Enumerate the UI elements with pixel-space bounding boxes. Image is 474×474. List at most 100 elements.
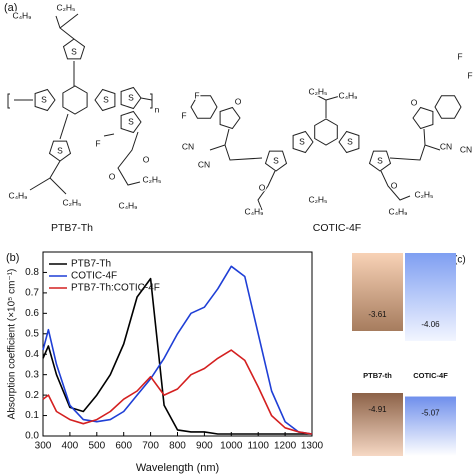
atom-label: O [391,180,398,190]
bond [389,144,441,161]
atom-label: S [41,94,47,104]
atom-label: C₂H₅ [308,194,327,204]
ring [94,88,116,112]
atom-label: C₄H₉ [12,10,31,20]
atom-label: F [194,90,199,100]
atom-label: S [57,145,63,155]
bond [224,144,263,161]
y-axis-label: Absorption coefficient (×10⁵ cm⁻¹) [7,269,18,420]
atom-label: C₄H₉ [338,90,357,100]
bond [423,128,426,146]
x-tick-label: 900 [196,441,213,452]
atom-label: O [411,97,418,107]
y-tick-label: 0.3 [25,369,39,380]
y-tick-label: 0.0 [25,431,39,442]
atom-label: C₂H₅ [414,189,433,199]
y-tick-label: 0.4 [25,349,39,360]
category-label: PTB7-th [363,371,392,380]
bond [7,93,10,109]
x-tick-label: 1100 [247,441,269,452]
lumo-box [352,253,403,331]
atom-label: C₄H₉ [118,200,137,210]
ring [314,118,338,146]
series-line [42,277,312,435]
x-tick-label: 500 [88,441,105,452]
atom-label: C₄H₉ [388,206,407,216]
ring [48,140,72,162]
bond [49,177,67,195]
atom-label: S [273,155,279,165]
atom-label: O [259,182,266,192]
lumo-box [405,253,456,341]
ring [434,95,462,119]
y-tick-label: 0.5 [25,328,39,339]
structures [7,13,462,211]
ring [219,106,241,130]
panel-label: (b) [6,252,19,264]
x-tick-label: 600 [115,441,132,452]
atom-label: S [377,155,383,165]
ring [412,106,434,130]
bond [59,13,79,29]
value-label: -4.06 [421,320,440,329]
atom-label: O [109,171,116,181]
ring [62,85,88,115]
atom-label: CN [460,144,472,154]
atom-label: S [299,136,305,146]
bond [103,133,115,137]
atom-label: C₂H₅ [308,86,327,96]
atom-label: C₂H₅ [62,197,81,207]
atom-label: C₄H₉ [244,206,263,216]
atom-label: F [457,51,462,61]
category-label: COTIC-4F [413,371,448,380]
y-tick-label: 0.1 [25,410,39,421]
x-axis-label: Wavelength (nm) [136,462,219,474]
homo-box [352,393,403,456]
ring [120,86,142,110]
atom-label: O [235,96,242,106]
atom-label: C₂H₅ [142,174,161,184]
x-tick-label: 300 [35,441,52,452]
bond [140,97,153,101]
ring [34,88,56,112]
structure-name: COTIC-4F [313,222,361,234]
bond [29,160,61,191]
ring [190,95,218,119]
x-tick-label: 1200 [274,441,297,452]
atom-label: F [95,138,100,148]
bond [315,94,327,118]
atom-label: F [467,70,472,80]
x-tick-label: 800 [169,441,186,452]
atom-label: F [181,110,186,120]
atom-label: CN [182,141,194,151]
ring [120,110,142,134]
value-label: -5.07 [421,409,440,418]
panel-label: (c) [454,255,466,266]
homo-box [405,396,456,456]
x-tick-label: 400 [62,441,79,452]
atom-label: S [128,92,134,102]
y-tick-label: 0.8 [25,267,39,278]
x-tick-label: 700 [142,441,159,452]
bond [325,95,341,101]
atom-label: O [143,154,150,164]
x-tick-label: 1000 [220,441,243,452]
y-tick-label: 0.6 [25,308,39,319]
bond [209,128,230,151]
atom-label: S [347,136,353,146]
legend-label: PTB7-Th:COTIC-4F [71,283,160,294]
atom-label: C₂H₅ [56,2,75,12]
value-label: -3.61 [368,310,387,319]
y-tick-label: 0.2 [25,390,39,401]
legend-label: COTIC-4F [71,271,117,282]
ring [338,130,360,154]
bond [380,170,411,201]
x-tick-label: 1300 [301,441,324,452]
legend-label: PTB7-Th [71,259,111,270]
ring [62,38,86,60]
bond [257,170,276,211]
series-line [42,265,313,435]
atom-label: CN [440,141,452,151]
bond [150,93,153,109]
